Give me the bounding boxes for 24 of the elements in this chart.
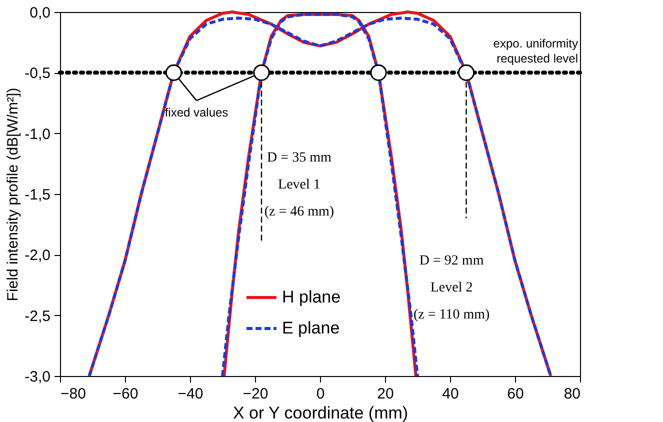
y-tick-label: -0,5 — [24, 65, 50, 82]
y-tick-label: -2,5 — [24, 308, 50, 325]
x-axis-title: X or Y coordinate (mm) — [232, 404, 408, 422]
y-axis-title: Field intensity profile (dB[W/m²]) — [4, 88, 22, 302]
x-tick-label: 0 — [316, 386, 325, 402]
y-tick-label: 0,0 — [30, 4, 50, 22]
y-tick-label: -2,0 — [24, 247, 50, 264]
ref-line-label: expo. uniformity requested level — [493, 36, 578, 66]
x-tick-label: 40 — [442, 386, 459, 402]
y-tick-label: -1,5 — [24, 186, 50, 204]
x-tick-label: 60 — [507, 386, 524, 402]
x-tick-label: 20 — [377, 386, 394, 402]
x-tick-label: −40 — [178, 386, 204, 402]
y-tick-label: -1,0 — [24, 126, 50, 143]
legend-label: H plane — [282, 288, 341, 306]
annotation: fixed values — [164, 106, 228, 120]
x-tick-label: −80 — [60, 386, 86, 402]
legend-label: E plane — [282, 318, 340, 338]
annotation: D = 92 mm Level 2 (z = 110 mm) — [413, 254, 490, 323]
annotation: D = 35 mm Level 1 (z = 46 mm) — [264, 150, 334, 220]
x-tick-label: 80 — [564, 386, 580, 402]
x-tick-label: −20 — [242, 386, 268, 402]
x-tick-label: −60 — [112, 386, 138, 402]
y-tick-label: -3,0 — [24, 368, 50, 386]
